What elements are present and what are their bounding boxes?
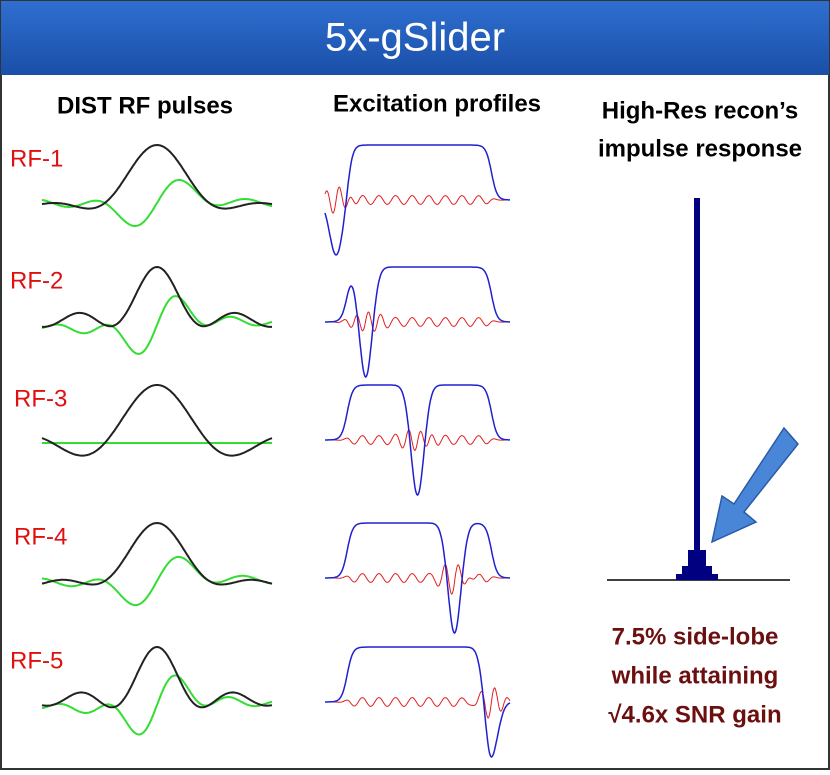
rows: RF-1 RF-2 RF-3 RF-4 RF-5 — [10, 143, 511, 758]
arrow-shape — [710, 426, 799, 544]
profile-blue — [324, 144, 510, 256]
column-header: High-Res recon’s — [602, 97, 799, 124]
side-lobe — [700, 550, 706, 580]
profile-red — [325, 429, 510, 451]
rf-green — [41, 295, 273, 355]
rf-black — [42, 265, 272, 328]
row-label: RF-4 — [14, 523, 67, 550]
row-label: RF-5 — [10, 647, 63, 674]
main-lobe — [694, 198, 700, 580]
column-header: impulse response — [598, 135, 802, 162]
rf-green — [41, 674, 273, 736]
row-label: RF-1 — [10, 145, 63, 172]
profile-blue — [325, 384, 510, 496]
rf-black — [41, 143, 273, 210]
rf-black — [41, 645, 273, 709]
profile-red — [325, 687, 511, 719]
side-lobe — [688, 550, 694, 580]
row-label: RF-2 — [10, 267, 63, 294]
column-header: Excitation profiles — [333, 90, 541, 117]
profile-blue — [325, 646, 511, 758]
column-header: DIST RF pulses — [57, 92, 233, 119]
profile-red — [325, 311, 510, 332]
rf-black — [41, 521, 273, 586]
profile-blue — [325, 266, 510, 378]
rf-black — [41, 384, 273, 457]
profile-red — [325, 563, 510, 595]
side-lobe — [706, 566, 712, 580]
arrow — [710, 426, 799, 544]
note: 7.5% side-lobe — [612, 623, 779, 650]
title-bar — [1, 1, 829, 75]
rf-green — [41, 555, 273, 607]
rf-green — [41, 179, 273, 227]
profile-red — [324, 186, 510, 214]
side-lobe — [712, 574, 718, 580]
note: √4.6x SNR gain — [608, 701, 781, 728]
profile-blue — [325, 522, 510, 634]
title: 5x-gSlider — [325, 16, 505, 60]
impulse-response — [607, 198, 790, 581]
side-lobe — [682, 566, 688, 580]
row-label: RF-3 — [14, 385, 67, 412]
side-lobe — [676, 574, 682, 580]
note: while attaining — [611, 662, 779, 689]
